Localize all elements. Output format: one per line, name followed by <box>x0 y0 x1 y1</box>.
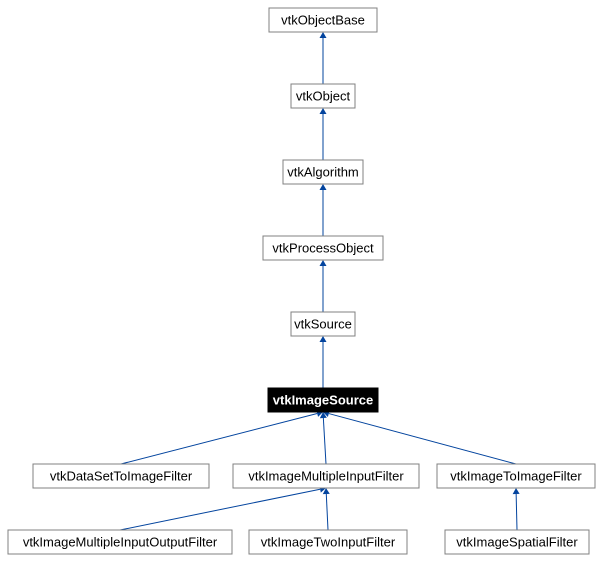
class-node[interactable]: vtkAlgorithm <box>283 160 363 184</box>
class-node[interactable]: vtkImageSpatialFilter <box>445 530 589 554</box>
inheritance-arrowhead <box>320 336 327 342</box>
class-node-label: vtkImageToImageFilter <box>450 468 582 483</box>
class-node[interactable]: vtkImageMultipleInputOutputFilter <box>8 530 232 554</box>
class-node[interactable]: vtkImageToImageFilter <box>437 464 595 488</box>
class-node-label: vtkImageSpatialFilter <box>456 534 578 549</box>
class-node[interactable]: vtkSource <box>291 312 355 336</box>
class-node-label: vtkImageMultipleInputFilter <box>248 468 404 483</box>
inheritance-edge <box>326 494 328 530</box>
inheritance-arrowhead <box>320 108 327 114</box>
inheritance-edge <box>329 414 516 464</box>
class-node[interactable]: vtkDataSetToImageFilter <box>33 464 209 488</box>
class-node[interactable]: vtkObject <box>291 84 355 108</box>
class-node-label: vtkObject <box>296 88 351 103</box>
inheritance-arrowhead <box>320 32 327 38</box>
class-node[interactable]: vtkImageSource <box>268 388 378 412</box>
class-node-label: vtkImageMultipleInputOutputFilter <box>23 534 218 549</box>
class-node[interactable]: vtkImageTwoInputFilter <box>249 530 407 554</box>
class-node-label: vtkObjectBase <box>281 12 365 27</box>
class-node-label: vtkAlgorithm <box>287 164 359 179</box>
inheritance-edge <box>323 418 326 464</box>
inheritance-edge <box>121 413 317 464</box>
inheritance-arrowhead <box>320 184 327 190</box>
class-hierarchy-diagram: vtkObjectBase vtkObject vtkAlgorithm vtkPro… <box>0 0 604 564</box>
class-node-label: vtkSource <box>294 316 352 331</box>
class-node-label: vtkDataSetToImageFilter <box>50 468 193 483</box>
inheritance-arrowhead <box>320 260 327 266</box>
class-node-label: vtkImageTwoInputFilter <box>261 534 396 549</box>
class-node[interactable]: vtkImageMultipleInputFilter <box>233 464 419 488</box>
inheritance-arrowhead <box>513 488 520 494</box>
inheritance-edge <box>516 494 517 530</box>
inheritance-edge <box>120 489 320 530</box>
class-node-label: vtkImageSource <box>273 392 373 407</box>
class-node-label: vtkProcessObject <box>272 240 374 255</box>
class-node[interactable]: vtkProcessObject <box>263 236 383 260</box>
class-node[interactable]: vtkObjectBase <box>269 8 377 32</box>
